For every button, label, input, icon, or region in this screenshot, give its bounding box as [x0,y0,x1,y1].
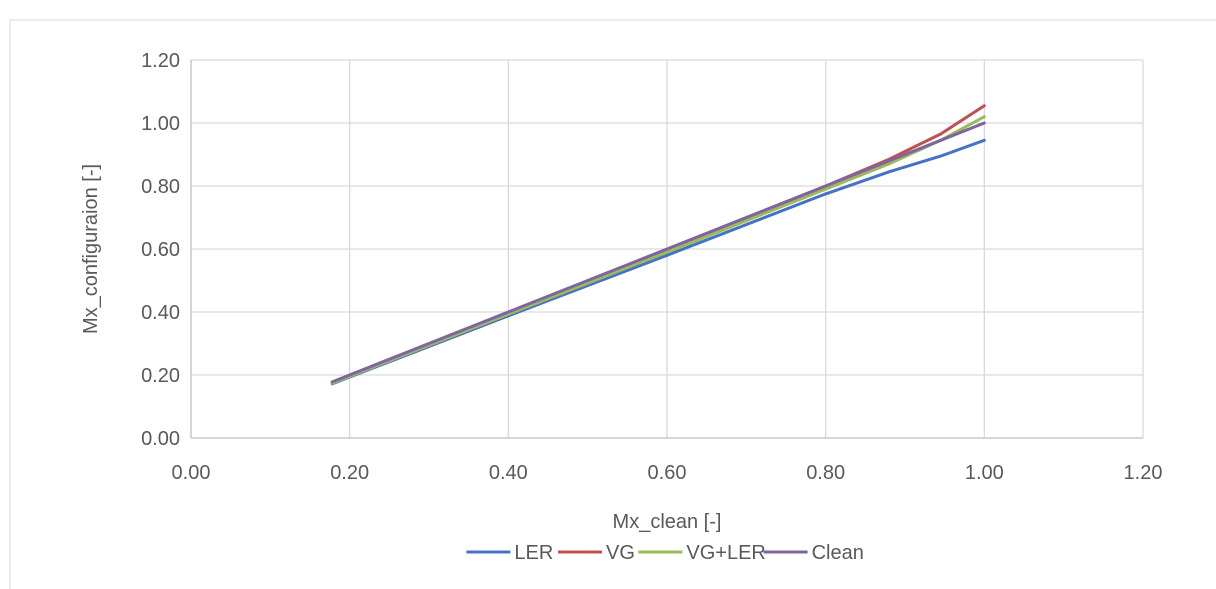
y-tick-label: 0.60 [141,239,180,261]
x-tick-label: 0.20 [330,462,369,484]
y-tick-label: 0.80 [141,176,180,198]
y-tick-label: 1.00 [141,113,180,135]
legend-label-clean: Clean [812,542,864,564]
y-tick-label: 0.40 [141,302,180,324]
y-tick-label: 1.20 [141,50,180,72]
y-axis-title: Mx_configuraion [-] [80,164,102,334]
chart-frame [9,19,1216,589]
legend-label-vg: VG [606,542,635,564]
axes [190,60,1143,439]
x-tick-label: 0.40 [489,462,528,484]
y-tick-label: 0.00 [141,428,180,450]
x-tick-label: 1.20 [1124,462,1163,484]
tick-labels: 0.00 0.20 0.40 0.60 0.80 1.00 1.20 0.00 0.20 0.40… [141,50,1162,484]
legend-label-vg-ler: VG+LER [686,542,765,564]
x-tick-label: 0.00 [172,462,211,484]
series-line-ler [330,138,986,386]
legend: LER VG VG+LER Clean [466,542,864,564]
x-axis-title: Mx_clean [-] [613,511,722,533]
x-tick-label: 0.60 [648,462,687,484]
legend-label-ler: LER [514,542,553,564]
series-line-clean [330,121,986,384]
series-lines [330,104,986,386]
x-tick-label: 0.80 [806,462,845,484]
y-tick-label: 0.20 [141,365,180,387]
series-line-vg [330,104,986,385]
x-tick-label: 1.00 [965,462,1004,484]
